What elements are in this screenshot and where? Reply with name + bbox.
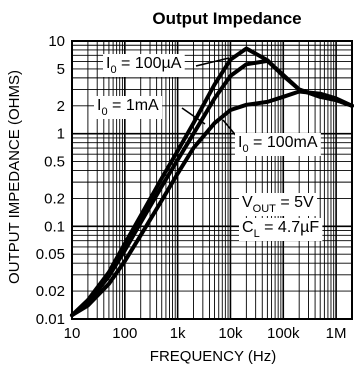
x-tick-labels: 10 100 1k 10k 100k 1M: [64, 325, 347, 342]
x-axis-label: FREQUENCY (Hz): [150, 348, 276, 365]
annotation-i100ua: I0 = 100µA: [103, 54, 185, 77]
annotation-text: I0 = 1mA: [97, 97, 159, 118]
pointer-1ma: [181, 107, 206, 125]
y-axis-label: OUTPUT IMPEDANCE (OHMS): [6, 70, 23, 284]
chart-title: Output Impedance: [152, 9, 301, 28]
x-tick-label: 100: [112, 325, 137, 342]
y-tick-label: 0.2: [44, 190, 65, 207]
y-tick-label: 0.1: [44, 218, 65, 235]
x-tick-label: 10k: [218, 325, 243, 342]
y-tick-label: 0.05: [36, 246, 65, 263]
y-tick-label: 5: [57, 61, 65, 78]
plot-frame: [71, 40, 353, 320]
annotation-background: [103, 54, 185, 77]
y-tick-label: 0.5: [44, 154, 65, 171]
annotation-cl: CL = 4.7µF: [239, 218, 323, 241]
annotation-background: [239, 218, 323, 241]
annotation-background: [239, 193, 318, 216]
y-tick-labels: 0.01 0.02 0.05 0.1 0.2 0.5 1 2 5 10: [36, 33, 65, 328]
y-tick-label: 0.02: [36, 283, 65, 300]
series-line-3: [70, 89, 354, 318]
series-group: [70, 46, 354, 318]
annotation-text: I0 = 100mA: [238, 134, 318, 155]
annotation-i100ma: I0 = 100mA: [235, 133, 321, 156]
annotation-vout: VOUT = 5V: [239, 193, 318, 216]
pointer-100ua: [195, 57, 230, 67]
annotation-group: I0 = 100µA I0 = 1mA I0 = 100mA VOUT = 5V CL …: [94, 54, 323, 241]
annotation-i1ma: I0 = 1mA: [94, 96, 163, 119]
x-tick-label: 1M: [326, 325, 347, 342]
y-tick-label: 2: [57, 98, 65, 115]
annotation-text: VOUT = 5V: [242, 194, 314, 215]
annotation-background: [235, 133, 321, 156]
annotation-text: CL = 4.7µF: [242, 219, 319, 240]
annotation-background: [94, 96, 163, 119]
x-tick-label: 10: [64, 325, 81, 342]
x-tick-label: 1k: [170, 325, 186, 342]
y-tick-label: 10: [48, 33, 65, 50]
y-tick-label: 1: [57, 126, 65, 143]
x-tick-label: 100k: [267, 325, 300, 342]
annotation-text: I0 = 100µA: [106, 55, 182, 76]
y-tick-label: 0.01: [36, 311, 65, 328]
